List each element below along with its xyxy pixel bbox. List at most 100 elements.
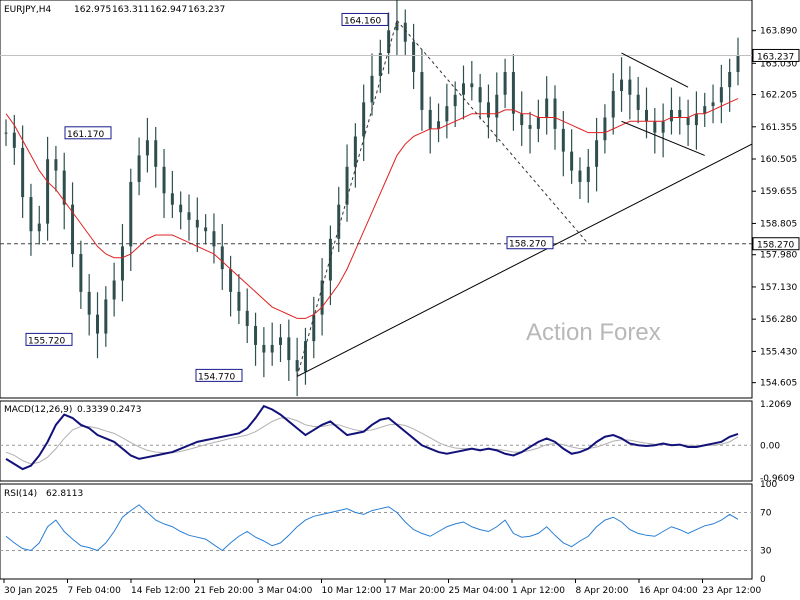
candle-body <box>403 22 407 42</box>
candle-body <box>528 125 532 129</box>
candle-body <box>46 159 50 224</box>
candle-body <box>719 87 723 103</box>
price-panel-frame <box>0 0 753 399</box>
chart-header-open: 162.975 <box>74 5 111 15</box>
annotation-box <box>195 368 243 382</box>
candle-body <box>437 121 441 129</box>
macd-tick-label: 1.2069 <box>760 400 792 410</box>
rsi-label: RSI(14) <box>4 489 37 499</box>
candle-body <box>270 344 274 353</box>
price-tick-label: 159.655 <box>760 187 797 197</box>
current-price-text: 163.237 <box>757 52 794 62</box>
candle-body <box>545 98 549 118</box>
rsi-tick-label: 0 <box>760 575 766 585</box>
time-tick-label: 30 Jan 2025 <box>4 586 58 596</box>
candle-body <box>378 53 382 76</box>
candle-body <box>79 253 83 292</box>
candle-body <box>495 94 499 118</box>
annotations-group: 161.170 164.160 155.720 154.770 158.270 <box>25 12 554 382</box>
candle-body <box>661 121 665 133</box>
candle-body <box>628 79 632 95</box>
candle-body <box>711 102 715 107</box>
macd-tick-label: 0.00 <box>760 441 780 451</box>
chart-header-low: 162.947 <box>150 5 187 15</box>
candle-body <box>96 314 99 334</box>
candle-body <box>611 90 615 118</box>
candle-body <box>12 132 16 148</box>
time-tick-label: 8 Apr 20:00 <box>576 586 629 596</box>
candle-body <box>553 98 557 129</box>
time-tick-label: 10 Mar 12:00 <box>322 586 382 596</box>
channel-upper-line <box>621 52 689 88</box>
price-tick-label: 155.430 <box>760 347 797 357</box>
rsi-panel-frame <box>0 483 753 580</box>
candle-body <box>453 94 457 107</box>
candle-body <box>154 140 158 167</box>
candle-body <box>287 337 291 361</box>
price-tick-label: 160.505 <box>760 155 797 165</box>
price-axis: 163.890 163.030 162.205 161.355 160.505 159.6… <box>752 27 800 389</box>
moving-average-line <box>5 98 739 319</box>
candle-body <box>37 223 41 232</box>
price-tick-label: 162.205 <box>760 91 797 101</box>
candle-body <box>503 72 507 95</box>
price-tick-label: 156.280 <box>760 315 797 325</box>
candle-body <box>570 151 574 171</box>
macd-panel-frame <box>0 400 753 482</box>
rsi-tick-label: 100 <box>760 480 777 490</box>
annotation-box <box>341 12 389 26</box>
candle-body <box>129 181 133 247</box>
rsi-value: 62.8113 <box>46 489 83 499</box>
rsi-tick-label: 70 <box>760 509 772 519</box>
candle-body <box>29 197 33 232</box>
candle-body <box>462 83 465 95</box>
candle-body <box>478 87 482 103</box>
annotation-box <box>25 332 73 346</box>
candle-body <box>204 227 208 232</box>
candle-body <box>262 344 266 353</box>
candle-body <box>328 238 332 281</box>
annotation-label: 154.770 <box>198 372 235 382</box>
candle-body <box>620 79 624 91</box>
rising-trendline <box>296 143 753 377</box>
candle-body <box>694 113 698 126</box>
macd-lines: 1.2069 0.00 -0.9609 <box>0 400 795 484</box>
time-tick-label: 14 Feb 12:00 <box>131 586 190 596</box>
candle-body <box>254 325 258 345</box>
support-price-marker <box>752 237 800 251</box>
rsi-line <box>5 504 739 552</box>
macd-panel: MACD(12,26,9) 0.3339 0.2473 1.2069 0.00 -0… <box>0 400 795 484</box>
candle-body <box>187 212 191 220</box>
candle-body <box>412 41 416 73</box>
candle-body <box>137 155 141 182</box>
candle-body <box>237 291 241 311</box>
price-tick-label: 161.355 <box>760 123 797 133</box>
zigzag-down-line <box>396 20 589 245</box>
time-tick-label: 3 Mar 04:00 <box>258 586 313 596</box>
candle-body <box>728 72 732 88</box>
annotation-box <box>64 126 112 140</box>
candle-body <box>653 121 657 133</box>
macd-label: MACD(12,26,9) <box>4 405 72 415</box>
candle-body <box>520 113 524 126</box>
candle-body <box>195 219 199 228</box>
candle-body <box>420 72 424 110</box>
price-tick-label: 157.130 <box>760 283 797 293</box>
candle-body <box>4 132 8 134</box>
candle-body <box>345 166 349 205</box>
macd-signal-line <box>5 417 739 465</box>
price-panel: EURJPY,H4 162.975 163.311 162.947 163.23… <box>0 0 753 399</box>
candle-body <box>370 75 374 103</box>
chart-header-symbol: EURJPY,H4 <box>4 5 52 15</box>
current-price-marker <box>752 48 800 62</box>
time-tick-label: 1 Apr 12:00 <box>512 586 565 596</box>
candle-body <box>736 55 740 73</box>
price-tick-label: 154.605 <box>760 379 797 389</box>
macd-tick-label: -0.9609 <box>760 474 795 484</box>
candle-body <box>120 246 124 281</box>
candles-group <box>4 0 740 397</box>
candle-body <box>212 231 216 247</box>
candle-body <box>428 109 432 129</box>
candle-body <box>586 166 590 182</box>
